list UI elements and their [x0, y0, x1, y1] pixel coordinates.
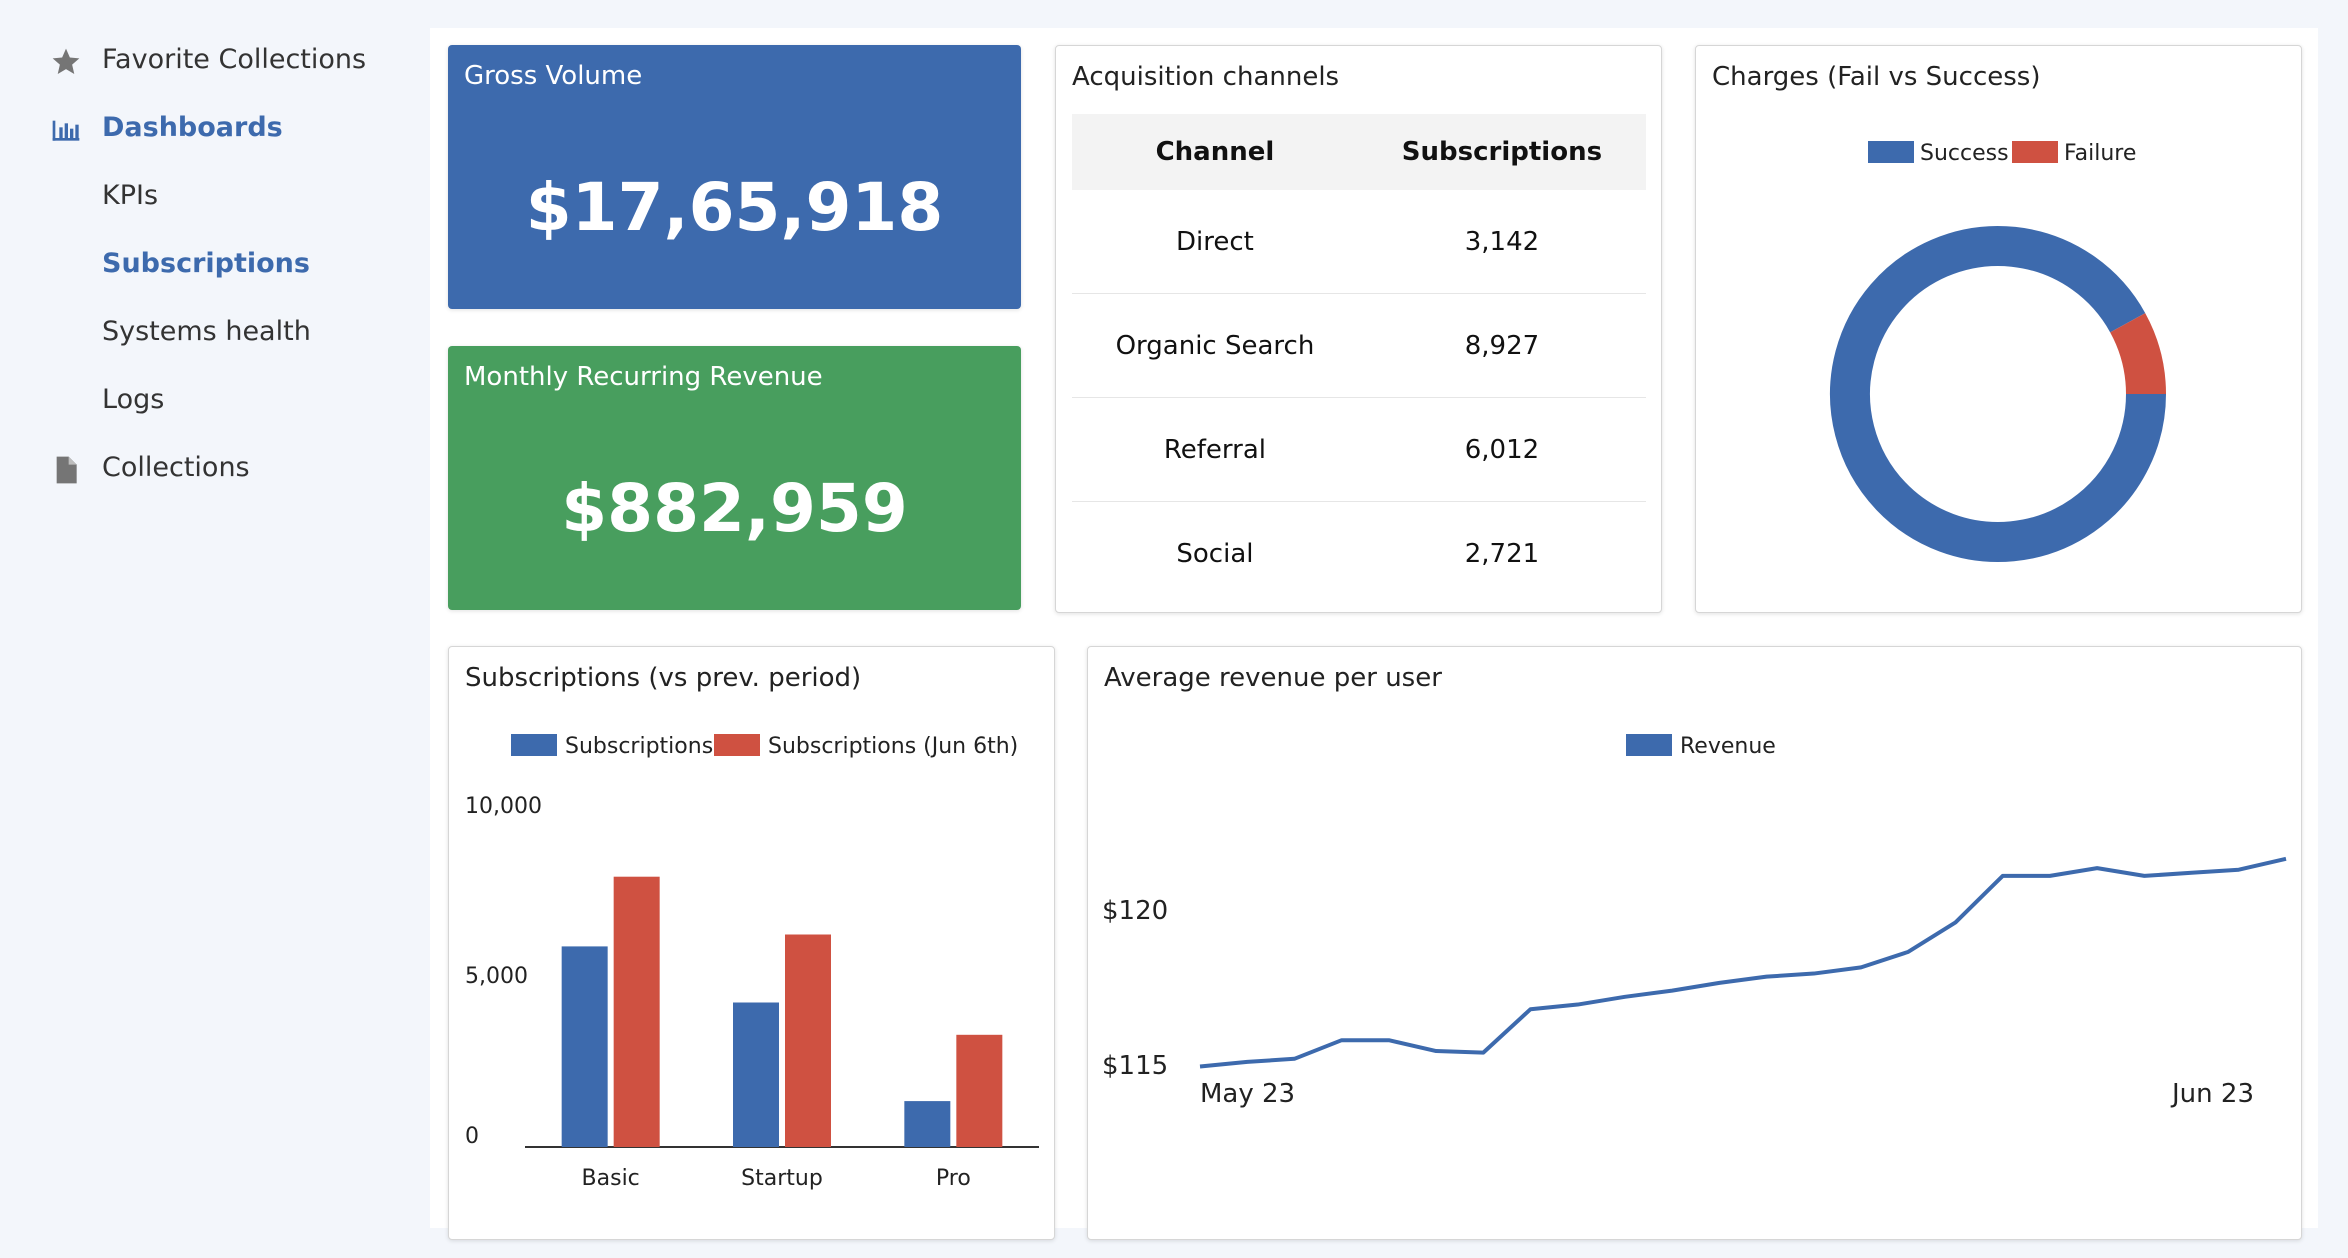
y-tick-label: $115 [1102, 1051, 1168, 1081]
charges-donut-chart: Success Failure [1830, 141, 2166, 562]
gross-volume-value: $17,65,918 [525, 169, 944, 246]
table-row: Social 2,721 [1072, 502, 1646, 606]
table-row: Direct 3,142 [1072, 190, 1646, 294]
bar-startup-series-1 [785, 934, 831, 1147]
subscriptions-bar-chart: Subscriptions Subscriptions (Jun 6th) 0 5,0… [465, 734, 1039, 1191]
bar-pro-series-0 [904, 1101, 951, 1147]
donut-slice-failure [2109, 313, 2166, 395]
x-tick-label-start: May 23 [1200, 1079, 1295, 1109]
legend-swatch-revenue [1626, 734, 1672, 756]
arpu-chart-card: Average revenue per user Revenue $115 $120… [1087, 646, 2302, 1240]
mrr-title: Monthly Recurring Revenue [464, 362, 823, 392]
donut-slice-success [1830, 226, 2166, 562]
bar-basic-series-1 [613, 876, 660, 1147]
sidebar-item-systems-health[interactable]: Systems health [102, 316, 311, 347]
sidebar-item-logs[interactable]: Logs [102, 384, 165, 415]
sidebar-item-dashboards[interactable]: Dashboards [102, 112, 283, 143]
sidebar-item-collections[interactable]: Collections [102, 452, 250, 483]
charges-card: Charges (Fail vs Success) Success Failure [1695, 45, 2302, 613]
bar-chart-icon [52, 120, 80, 141]
x-tick-label-end: Jun 23 [2170, 1079, 2254, 1109]
table-header-row: Channel Subscriptions [1072, 114, 1646, 190]
y-tick-label: 10,000 [465, 794, 542, 819]
legend-swatch-series-0 [511, 734, 557, 756]
bar-basic-series-0 [561, 946, 608, 1147]
legend-label-series-1: Subscriptions (Jun 6th) [768, 734, 1018, 759]
bar-pro-series-1 [956, 1034, 1003, 1147]
subscriptions-chart-card: Subscriptions (vs prev. period) Subscrip… [448, 646, 1055, 1240]
sidebar: Favorite Collections Dashboards KPIs Sub… [0, 0, 420, 1258]
acquisition-title: Acquisition channels [1072, 62, 1340, 92]
table-row: Referral 6,012 [1072, 397, 1646, 502]
subscriptions-cell: 6,012 [1357, 397, 1646, 502]
legend-label-series-0: Subscriptions [565, 734, 713, 759]
gross-volume-title: Gross Volume [464, 61, 643, 91]
legend-swatch-success [1868, 141, 1914, 163]
gross-volume-card: Gross Volume $17,65,918 [448, 45, 1021, 309]
subscriptions-cell: 3,142 [1357, 190, 1646, 294]
channel-cell: Social [1176, 538, 1254, 569]
x-tick-label: Pro [936, 1166, 971, 1191]
channel-cell: Referral [1072, 397, 1358, 502]
mrr-value: $882,959 [561, 470, 908, 547]
legend-swatch-failure [2012, 141, 2058, 163]
revenue-line [1199, 856, 2287, 1069]
y-tick-label: 0 [465, 1124, 479, 1149]
arpu-line-chart: Revenue $115 $120 May 23 Jun 23 [1102, 734, 2287, 1109]
sidebar-item-favorite-collections[interactable]: Favorite Collections [102, 44, 367, 75]
column-header-channel: Channel [1072, 114, 1358, 190]
x-tick-label: Startup [741, 1166, 823, 1191]
charges-title: Charges (Fail vs Success) [1712, 62, 2041, 92]
sidebar-item-subscriptions[interactable]: Subscriptions [102, 248, 310, 279]
x-tick-label: Basic [582, 1166, 640, 1191]
subscriptions-chart-title: Subscriptions (vs prev. period) [465, 663, 862, 693]
star-icon [52, 48, 80, 74]
document-icon [56, 456, 77, 484]
arpu-chart-title: Average revenue per user [1104, 663, 1442, 693]
sidebar-item-kpis[interactable]: KPIs [102, 180, 159, 211]
subscriptions-cell: 2,721 [1464, 538, 1540, 569]
mrr-card: Monthly Recurring Revenue $882,959 [448, 346, 1021, 610]
channel-cell: Direct [1072, 190, 1358, 294]
bar-startup-series-0 [733, 1002, 779, 1147]
legend-label-revenue: Revenue [1680, 734, 1776, 759]
legend-label-failure: Failure [2064, 141, 2136, 166]
legend-label-success: Success [1920, 141, 2009, 166]
acquisition-table: Channel Subscriptions Direct 3,142 Organ… [1072, 114, 1646, 605]
table-row: Organic Search 8,927 [1072, 293, 1646, 398]
acquisition-card: Acquisition channels Channel Subscriptio… [1055, 45, 1662, 613]
column-header-subscriptions: Subscriptions [1357, 114, 1646, 190]
legend-swatch-series-1 [714, 734, 760, 756]
y-tick-label: 5,000 [465, 964, 528, 989]
channel-cell: Organic Search [1072, 293, 1358, 398]
subscriptions-cell: 8,927 [1357, 293, 1646, 398]
dashboard-main: Gross Volume $17,65,918 Monthly Recurrin… [430, 28, 2318, 1240]
y-tick-label: $120 [1102, 896, 1168, 926]
